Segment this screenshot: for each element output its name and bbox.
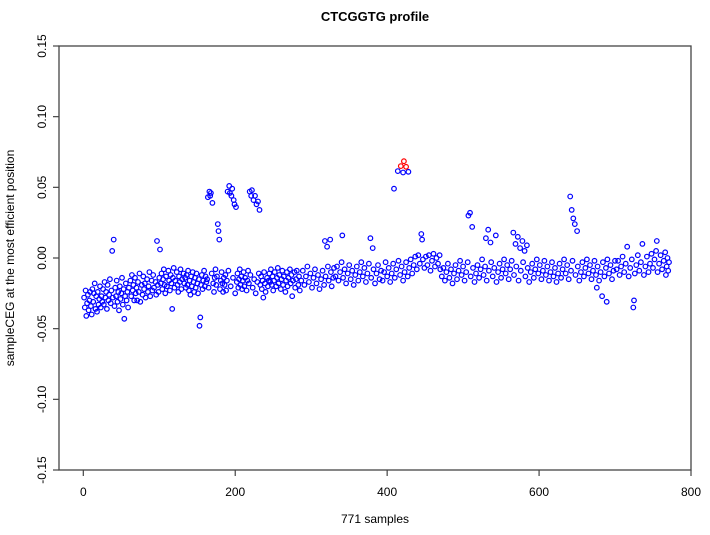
- y-tick-label: 0.15: [35, 34, 49, 58]
- x-axis-label: 771 samples: [341, 512, 409, 526]
- x-tick-label: 400: [377, 485, 397, 499]
- y-tick-label: 0.10: [35, 105, 49, 129]
- x-tick-label: 600: [529, 485, 549, 499]
- y-tick-label: -0.10: [35, 385, 49, 413]
- series-highlighted-samples: [397, 158, 410, 170]
- data-points: [81, 158, 672, 329]
- x-tick-label: 200: [225, 485, 245, 499]
- x-tick-label: 800: [681, 485, 701, 499]
- y-tick-label: -0.05: [35, 315, 49, 343]
- plot-box: [58, 45, 692, 471]
- y-axis-ticks: -0.15 -0.10 -0.05 0.00 0.05 0.10 0.15: [35, 34, 59, 484]
- x-axis-ticks: 0 200 400 600 800: [80, 470, 701, 499]
- y-tick-label: -0.15: [35, 456, 49, 484]
- chart-title: CTCGGTG profile: [321, 9, 429, 24]
- series-samples: [81, 168, 672, 329]
- x-tick-label: 0: [80, 485, 87, 499]
- y-axis-label: sampleCEG at the most efficient position: [3, 150, 17, 367]
- y-tick-label: 0.00: [35, 246, 49, 270]
- y-tick-label: 0.05: [35, 175, 49, 199]
